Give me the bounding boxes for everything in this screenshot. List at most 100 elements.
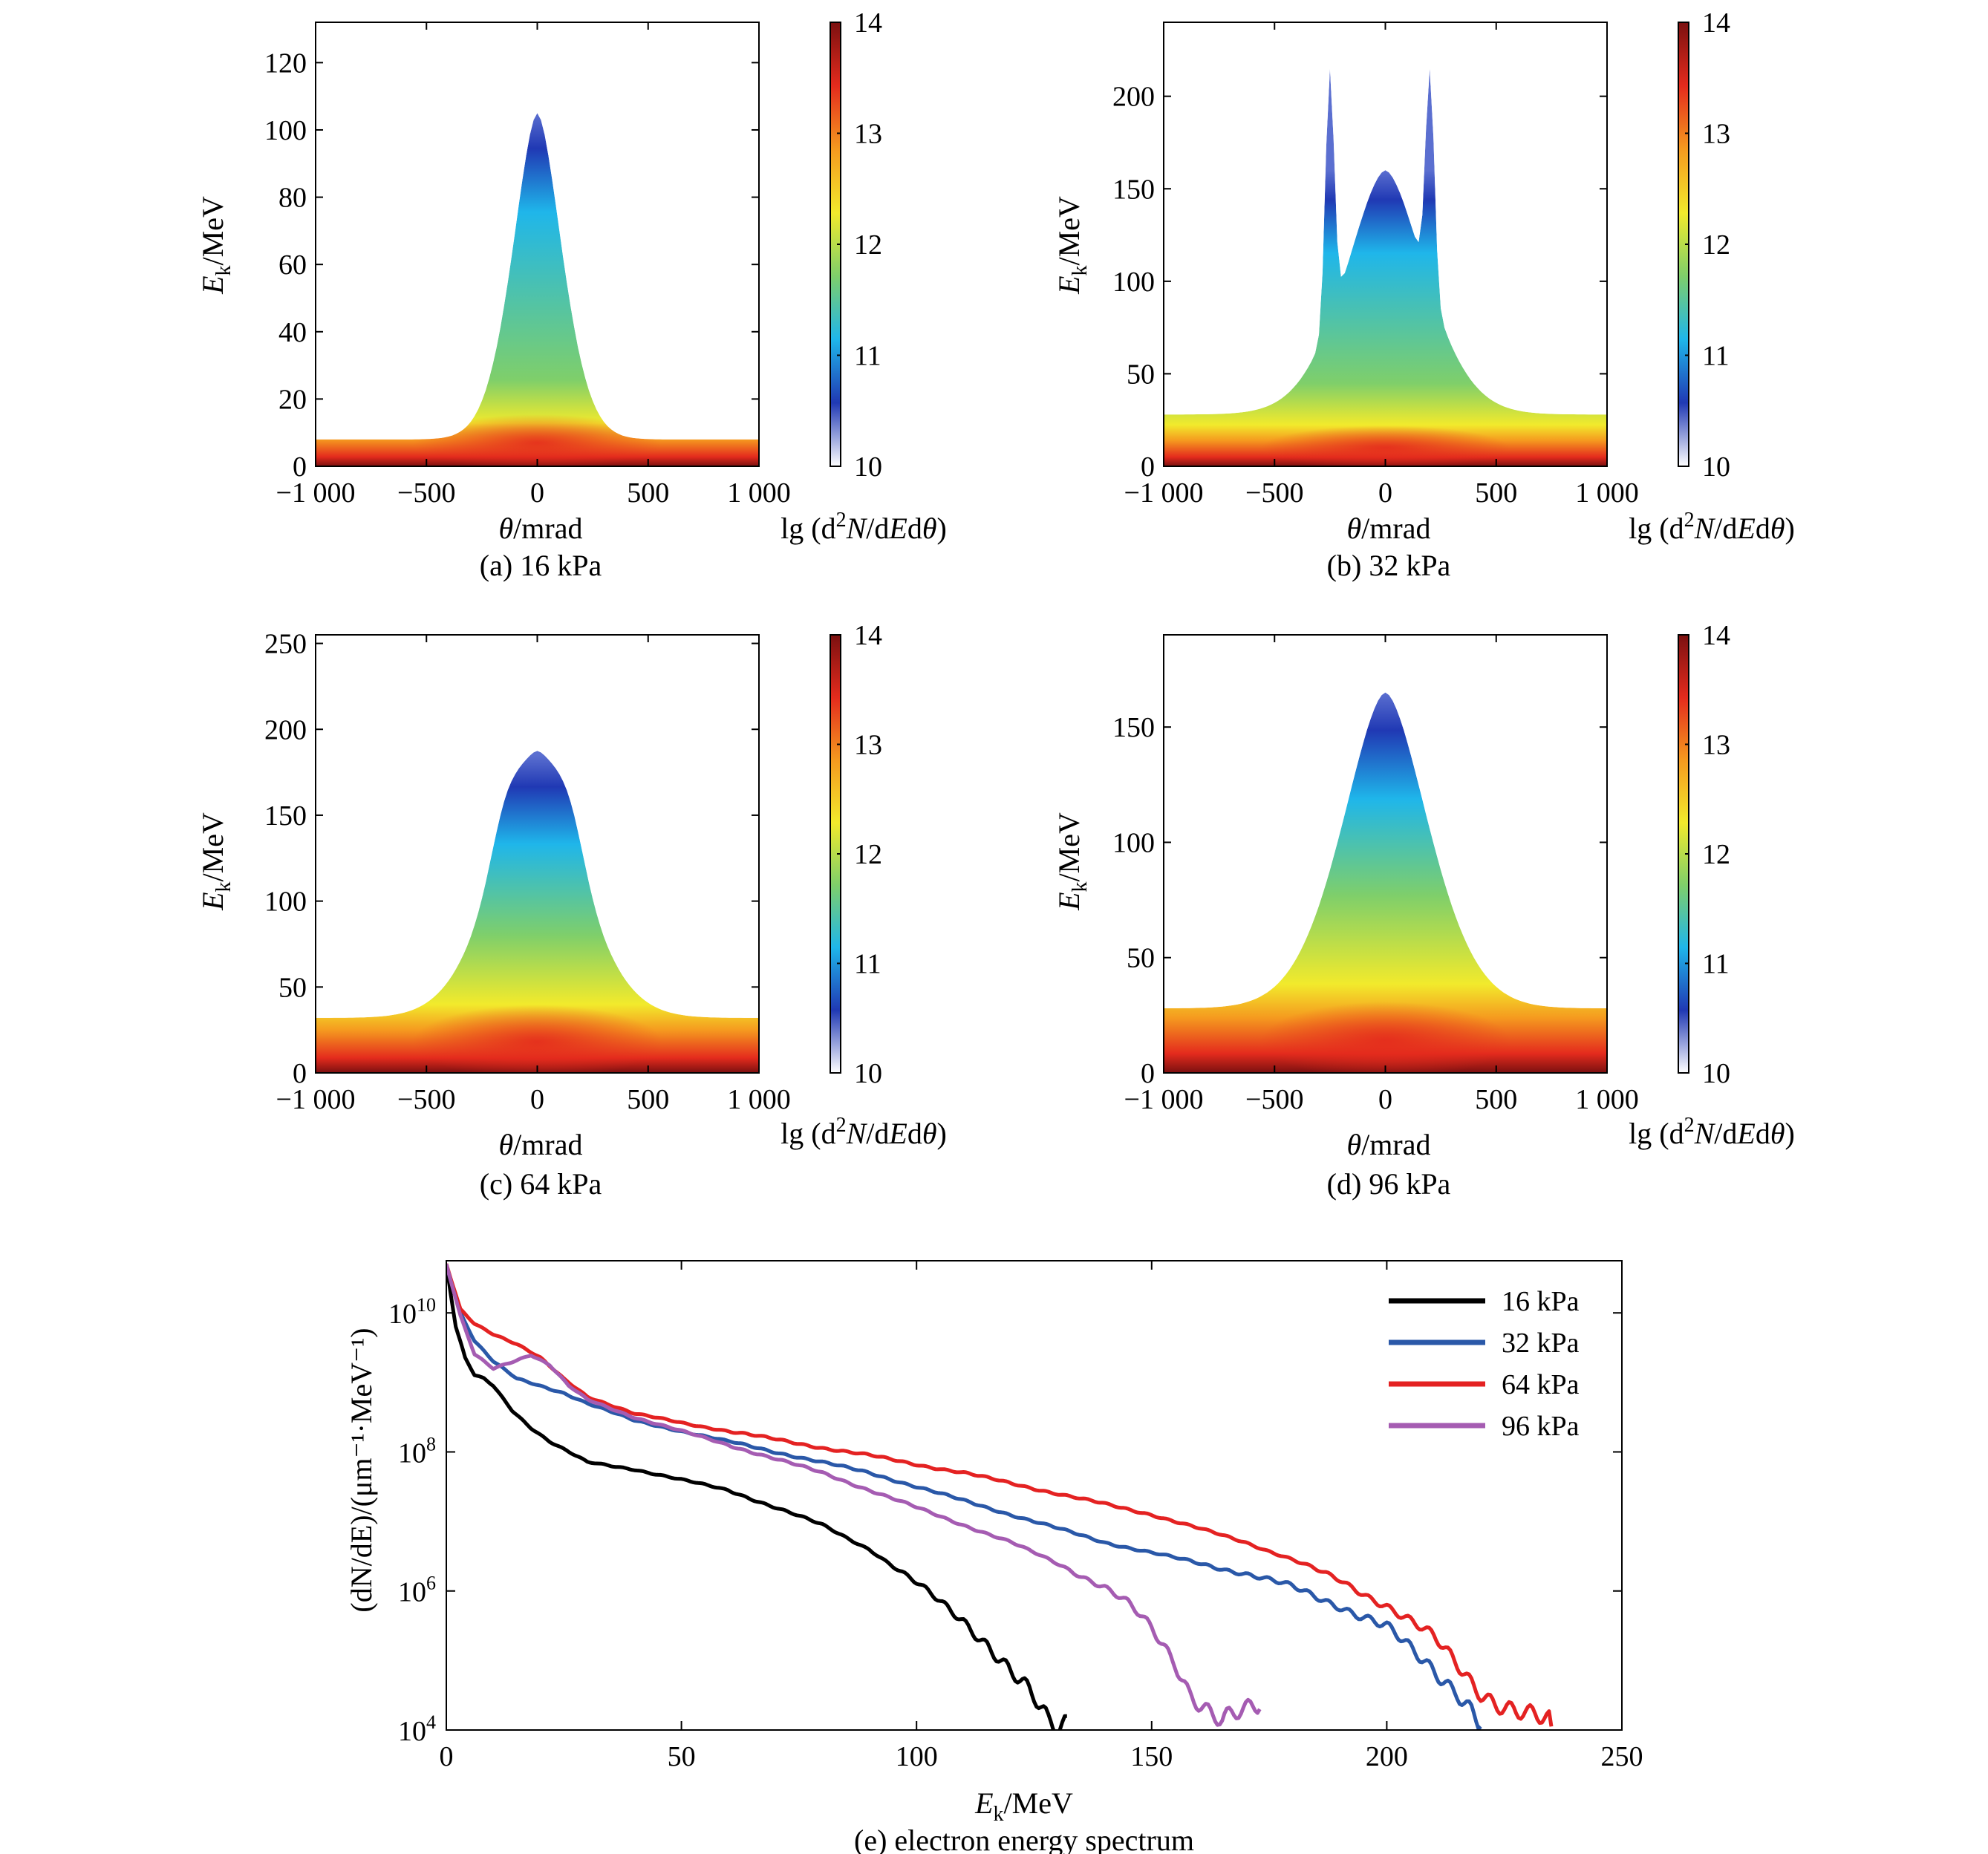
x-tick-label: 500 (1475, 1084, 1517, 1115)
series-line-96-kpa (446, 1263, 1262, 1727)
x-tick-label: 1 000 (727, 1084, 791, 1115)
spectrum-axes-frame (446, 1260, 1623, 1731)
colorbar-tick-label: 13 (1702, 730, 1730, 761)
panel-b-ylabel: Ek/MeV (1052, 196, 1092, 295)
series-line-64-kpa (446, 1263, 1554, 1727)
panel-c-xlabel: θ/mrad (499, 1128, 583, 1161)
x-tick-label: −1 000 (1124, 477, 1204, 509)
colorbar-tick-label: 10 (1702, 1058, 1730, 1089)
spectrum-lines (446, 1263, 1554, 1730)
y-tick-label: 50 (278, 972, 307, 1003)
panel-b-caption: (b) 32 kPa (1327, 549, 1451, 582)
colorbar-tick-label: 10 (854, 451, 882, 483)
y-tick-label: 150 (1112, 174, 1155, 205)
colorbar: 10 11 12 13 14 (1678, 620, 1730, 1089)
spectrum-xlabel: Ek/MeV (974, 1786, 1073, 1826)
y-tick-label: 150 (264, 800, 307, 832)
heatmap-a-ticks: −1 000 −500 0 500 1 000 0 20 40 60 80 100 120 (264, 22, 791, 509)
heatmap-density-envelope (316, 751, 759, 1073)
panel-c-caption: (c) 64 kPa (480, 1167, 602, 1201)
y-tick-label: 60 (278, 249, 307, 281)
y-tick-label: 0 (293, 451, 307, 483)
heatmap-d-ticks: −1 000 −500 0 500 1 000 0 50 100 150 (1112, 634, 1639, 1115)
spectrum-ylabel: (dN/dE)/(μm⁻¹·MeV⁻¹) (345, 1328, 378, 1612)
y-tick-label: 100 (264, 887, 307, 918)
y-tick-label: 0 (293, 1058, 307, 1089)
colorbar-labels: lg (d2N/dEdθ) lg (d2N/dEdθ) lg (d2N/dEdθ… (780, 509, 1795, 1150)
legend-label: 96 kPa (1502, 1411, 1580, 1442)
colorbar-tick-label: 11 (854, 949, 881, 980)
heatmap-panel-d: −1 000 −500 0 500 1 000 0 50 100 150 θ/mrad Ek/M… (1052, 634, 1639, 1201)
heatmap-panel-a: −1 000 −500 0 500 1 000 0 20 40 60 80 100 120 θ/mra… (196, 22, 791, 582)
y-tick-label: 200 (1112, 82, 1155, 113)
colorbar-tick-label: 11 (854, 341, 881, 372)
colorbar-tick-label: 13 (854, 730, 882, 761)
panel-d-xlabel: θ/mrad (1347, 1128, 1431, 1161)
legend-label: 64 kPa (1502, 1369, 1580, 1400)
x-tick-label: 0 (440, 1741, 454, 1772)
x-tick-label: 100 (896, 1741, 938, 1772)
legend-entry: 32 kPa (1389, 1328, 1580, 1359)
x-tick-label: −1 000 (276, 1084, 356, 1115)
legend-label: 16 kPa (1502, 1286, 1580, 1317)
heatmap-a-content (316, 113, 759, 467)
colorbar-tick-label: 14 (854, 620, 882, 651)
heatmap-c-ticks: −1 000 −500 0 500 1 000 0 50 100 150 200 250 (264, 629, 791, 1115)
x-tick-label: 250 (1601, 1741, 1643, 1772)
heatmap-b-ticks: −1 000 −500 0 500 1 000 0 50 100 150 200 (1112, 22, 1639, 509)
y-tick-label: 40 (278, 317, 307, 348)
heatmap-b-content (1164, 68, 1607, 467)
x-tick-label: 50 (668, 1741, 696, 1772)
y-tick-label: 104 (398, 1711, 436, 1747)
colorbar-tick-label: 14 (854, 7, 882, 39)
panel-a-ylabel: Ek/MeV (196, 196, 235, 295)
x-tick-label: −1 000 (276, 477, 356, 509)
spectrum-legend: 16 kPa 32 kPa 64 kPa 96 kPa (1389, 1286, 1580, 1442)
y-tick-label: 108 (398, 1433, 436, 1469)
colorbar-tick-label: 11 (1702, 949, 1730, 980)
x-tick-label: −500 (397, 1084, 455, 1115)
x-tick-label: 1 000 (1575, 477, 1639, 509)
x-tick-label: −500 (397, 477, 455, 509)
colorbar-tick-label: 12 (854, 229, 882, 261)
series-line-32-kpa (446, 1264, 1482, 1730)
y-tick-label: 250 (264, 629, 307, 660)
x-tick-label: 200 (1366, 1741, 1408, 1772)
colorbar-tick-label: 12 (1702, 839, 1730, 870)
x-tick-label: −1 000 (1124, 1084, 1204, 1115)
colorbar-tick-label: 11 (1702, 341, 1730, 372)
y-tick-label: 100 (264, 115, 307, 146)
x-tick-label: 0 (530, 1084, 544, 1115)
colorbar-tick-label: 14 (1702, 620, 1730, 651)
x-tick-label: 0 (1378, 477, 1392, 509)
legend-entry: 16 kPa (1389, 1286, 1580, 1317)
y-tick-label: 50 (1127, 943, 1155, 974)
series-line-16-kpa (446, 1264, 1067, 1730)
heatmap-hot-core (413, 1005, 662, 1073)
x-tick-label: 1 000 (727, 477, 791, 509)
panel-a-xlabel: θ/mrad (499, 512, 583, 545)
colorbar: 10 11 12 13 14 (830, 620, 882, 1089)
colorbar-tick-label: 10 (854, 1058, 882, 1089)
x-tick-label: 500 (1475, 477, 1517, 509)
y-tick-label: 0 (1141, 451, 1155, 483)
colorbar-tick-label: 12 (854, 839, 882, 870)
colorbar-tick-label: 13 (1702, 119, 1730, 150)
panel-b-xlabel: θ/mrad (1347, 512, 1431, 545)
colorbars: 10 11 12 13 14 10 11 12 13 14 10 11 12 13 14 10 11 12 13 14 (830, 7, 1730, 1089)
heatmap-density-envelope (1164, 68, 1607, 467)
x-tick-label: 150 (1130, 1741, 1173, 1772)
x-tick-label: −500 (1245, 1084, 1303, 1115)
colorbar-label-d: lg (d2N/dEdθ) (1629, 1114, 1795, 1150)
spectrum-panel-e: 0 50 100 150 200 250 104 106 108 1010 16 kPa 32 kP… (345, 1260, 1643, 1854)
y-tick-label: 150 (1112, 712, 1155, 743)
heatmap-d-content (1164, 692, 1607, 1073)
heatmap-panel-b: −1 000 −500 0 500 1 000 0 50 100 150 200 θ/mrad E… (1052, 22, 1639, 582)
panel-d-ylabel: Ek/MeV (1052, 812, 1092, 911)
y-tick-label: 20 (278, 384, 307, 415)
colorbar-label-c: lg (d2N/dEdθ) (780, 1114, 947, 1150)
legend-entry: 64 kPa (1389, 1369, 1580, 1400)
colorbar-tick-label: 10 (1702, 451, 1730, 483)
spectrum-caption: (e) electron energy spectrum (854, 1824, 1194, 1854)
